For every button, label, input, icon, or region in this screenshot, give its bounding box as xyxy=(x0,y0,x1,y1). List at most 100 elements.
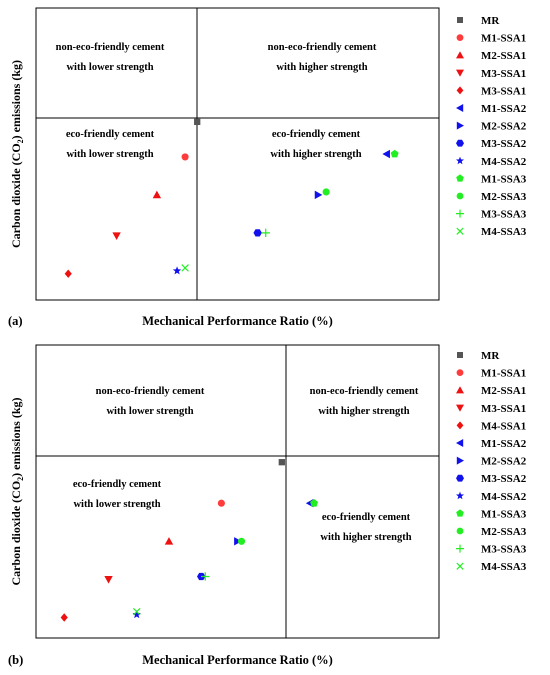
legend-label: M3-SSA2 xyxy=(481,138,527,150)
quadrant-label-top-left: with lower strength xyxy=(66,62,153,73)
data-point-m3-ssa1 xyxy=(64,269,72,278)
quadrant-label-top-left: with lower strength xyxy=(106,406,193,417)
legend-label: M2-SSA1 xyxy=(481,50,526,62)
data-point-m1-ssa1 xyxy=(217,499,225,507)
legend-marker-m4-ssa3 xyxy=(456,227,464,235)
quadrant-label-top-left: non-eco-friendly cement xyxy=(56,42,165,53)
legend-marker-m1-ssa3 xyxy=(456,174,464,182)
data-point-m2-ssa1 xyxy=(164,537,174,545)
data-point-m3-ssa1 xyxy=(112,232,121,240)
legend-marker-m4-ssa1 xyxy=(456,421,464,430)
legend-label: M1-SSA3 xyxy=(481,173,527,185)
data-point-m3-ssa3 xyxy=(261,228,270,238)
legend-label: M2-SSA2 xyxy=(481,121,527,133)
legend-label: M2-SSA2 xyxy=(481,456,527,468)
quadrant-label-top-left: non-eco-friendly cement xyxy=(96,386,205,397)
data-point-m4-ssa2 xyxy=(172,266,182,275)
data-point-m1-ssa1 xyxy=(181,153,189,161)
legend-marker-m3-ssa2 xyxy=(456,474,464,482)
legend-label: M1-SSA2 xyxy=(481,438,527,450)
legend-marker-m2-ssa3 xyxy=(456,527,464,535)
legend-label: M2-SSA3 xyxy=(481,191,527,203)
data-point-m4-ssa3 xyxy=(181,264,189,272)
y-axis-title: Carbon dioxide (CO2) emissions (kg) xyxy=(9,60,25,248)
panel-label: (a) xyxy=(8,314,23,328)
legend-label: M3-SSA1 xyxy=(481,403,526,415)
legend-marker-m1-ssa2 xyxy=(456,104,464,112)
legend-marker-mr xyxy=(457,352,463,358)
quadrant-label-top-right: with higher strength xyxy=(276,62,367,73)
legend-marker-m3-ssa2 xyxy=(456,139,464,147)
data-point-m2-ssa3 xyxy=(322,188,330,196)
legend-marker-m2-ssa1 xyxy=(456,386,464,394)
data-point-m1-ssa2 xyxy=(382,149,390,159)
legend-label: M3-SSA3 xyxy=(481,544,527,556)
legend-marker-m2-ssa3 xyxy=(456,192,464,200)
legend-marker-mr xyxy=(457,17,463,23)
legend-marker-m1-ssa1 xyxy=(456,369,464,376)
legend-label: M4-SSA2 xyxy=(481,491,527,503)
quadrant-label-bottom-left: with lower strength xyxy=(73,499,160,510)
data-point-m1-ssa3 xyxy=(390,149,399,158)
legend-marker-m3-ssa1 xyxy=(456,69,464,77)
quadrant-label-bottom-left: eco-friendly cement xyxy=(73,479,162,490)
legend-label: MR xyxy=(481,350,500,362)
plot-frame xyxy=(35,7,440,301)
data-point-m2-ssa2 xyxy=(234,537,242,546)
legend: MR M1-SSA1 M2-SSA1 M3-SSA1 M4-SSA1 M1-SSA2 M2-… xyxy=(456,350,527,573)
data-point-m4-ssa3 xyxy=(132,607,141,616)
data-point-m3-ssa1 xyxy=(104,576,113,584)
quadrant-label-bottom-right: with higher strength xyxy=(320,532,411,543)
x-axis-title: Mechanical Performance Ratio (%) xyxy=(142,653,333,667)
quadrant-label-bottom-left: eco-friendly cement xyxy=(66,129,155,140)
legend-label: M4-SSA3 xyxy=(481,561,527,573)
legend-marker-m3-ssa3 xyxy=(456,209,464,218)
legend-label: M3-SSA3 xyxy=(481,209,527,221)
legend-marker-m3-ssa3 xyxy=(456,544,464,553)
data-point-m1-ssa3 xyxy=(310,499,319,507)
panel-label: (b) xyxy=(8,653,23,667)
data-point-m4-ssa2 xyxy=(132,610,141,619)
legend-label: M1-SSA2 xyxy=(481,103,527,115)
data-point-m4-ssa1 xyxy=(60,613,68,622)
legend-marker-m1-ssa3 xyxy=(456,509,464,517)
legend-label: M1-SSA1 xyxy=(481,33,526,45)
quadrant-label-bottom-left: with lower strength xyxy=(66,149,153,160)
legend-label: MR xyxy=(481,15,500,27)
legend-marker-m1-ssa1 xyxy=(456,34,464,41)
legend-label: M2-SSA1 xyxy=(481,385,526,397)
legend-marker-m2-ssa1 xyxy=(456,51,464,59)
data-point-m3-ssa2 xyxy=(253,229,262,237)
quadrant-label-bottom-right: with higher strength xyxy=(270,149,361,160)
plot-frame xyxy=(35,344,440,639)
data-point-mr xyxy=(194,118,201,126)
legend-label: M1-SSA1 xyxy=(481,368,526,380)
data-point-m2-ssa1 xyxy=(152,190,162,199)
legend-marker-m2-ssa2 xyxy=(456,456,464,465)
legend-label: M4-SSA1 xyxy=(481,420,526,432)
legend-label: M2-SSA3 xyxy=(481,526,527,538)
legend: MR M1-SSA1 M2-SSA1 M3-SSA1 M3-SSA1 M1-SSA2 M2-… xyxy=(456,15,527,238)
legend-marker-m4-ssa2 xyxy=(456,156,464,165)
x-axis-title: Mechanical Performance Ratio (%) xyxy=(142,314,333,328)
legend-marker-m3-ssa1 xyxy=(456,404,464,412)
quadrant-label-top-right: with higher strength xyxy=(318,406,409,417)
quadrant-label-bottom-right: eco-friendly cement xyxy=(272,129,361,140)
data-point-m2-ssa2 xyxy=(314,190,323,200)
legend-label: M1-SSA3 xyxy=(481,508,527,520)
data-point-m2-ssa3 xyxy=(237,537,246,545)
quadrant-label-top-right: non-eco-friendly cement xyxy=(310,386,419,397)
legend-label: M3-SSA2 xyxy=(481,473,527,485)
legend-marker-m1-ssa2 xyxy=(456,439,464,447)
legend-label: M4-SSA3 xyxy=(481,226,527,238)
data-point-mr xyxy=(278,459,285,466)
legend-marker-m2-ssa2 xyxy=(456,121,464,130)
y-axis-title: Carbon dioxide (CO2) emissions (kg) xyxy=(9,397,25,585)
legend-label: M3-SSA1 xyxy=(481,68,526,80)
legend-marker-m3-ssa1 xyxy=(456,86,464,95)
quadrant-label-bottom-right: eco-friendly cement xyxy=(322,512,411,523)
legend-marker-m4-ssa3 xyxy=(456,562,464,570)
data-point-m3-ssa3 xyxy=(201,572,210,581)
legend-label: M3-SSA1 xyxy=(481,85,526,97)
